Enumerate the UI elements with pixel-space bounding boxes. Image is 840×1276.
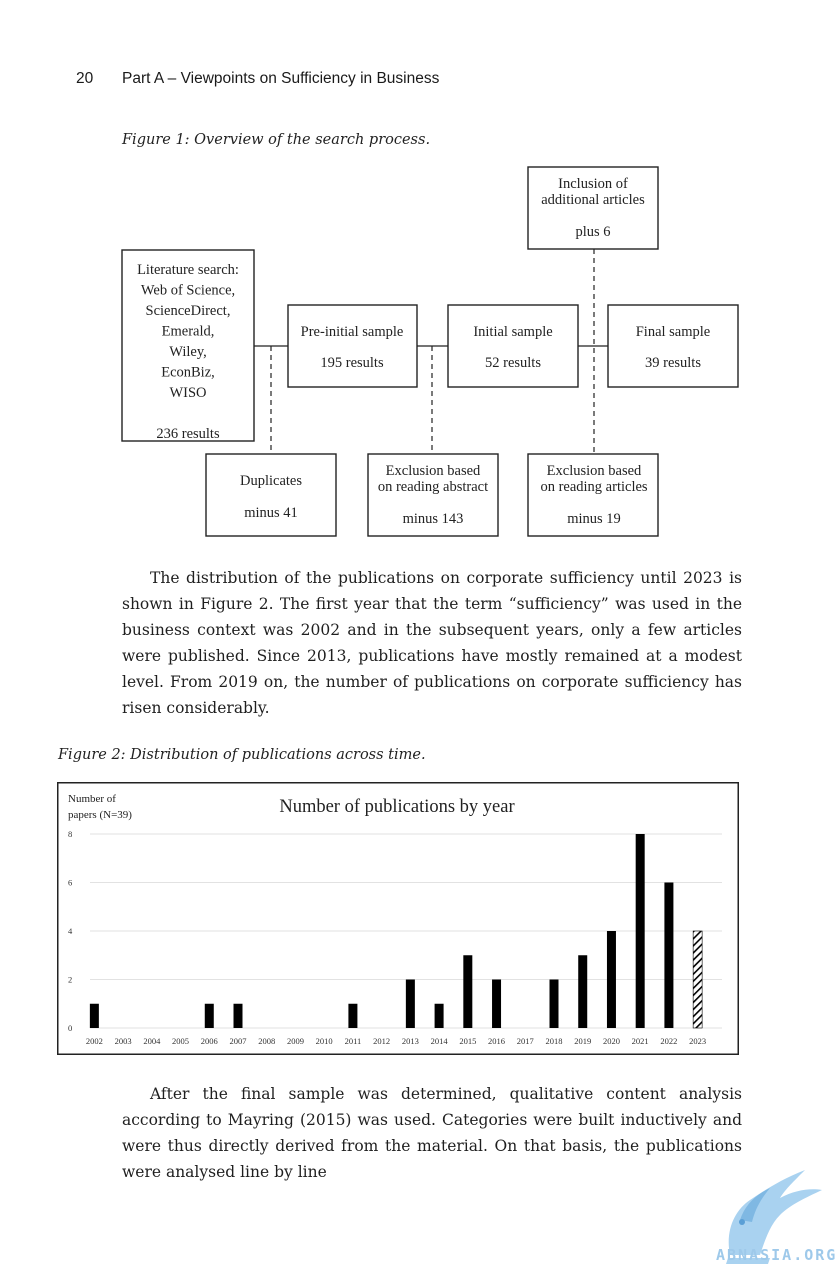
- paragraph-analysis: After the final sample was determined, q…: [122, 1081, 742, 1185]
- flowchart-text-literature-1: Web of Science,: [141, 283, 235, 299]
- flowchart-text-pre_initial-0: Pre-initial sample: [301, 324, 404, 340]
- bar-2021: [635, 834, 645, 1028]
- x-tick-label: 2012: [373, 1036, 390, 1046]
- x-tick-label: 2005: [172, 1036, 189, 1046]
- flowchart-text-final-2: 39 results: [645, 355, 701, 371]
- box-literature-search: Literature search: Web of Science, Science…: [121, 249, 255, 442]
- flowchart-text-duplicates-0: Duplicates: [240, 473, 302, 489]
- bar-2011: [348, 1003, 358, 1028]
- chart-title: Number of publications by year: [279, 797, 514, 817]
- x-tick-label: 2022: [660, 1036, 677, 1046]
- flowchart-text-literature-8: 236 results: [156, 426, 220, 442]
- flowchart-text-initial-0: Initial sample: [473, 324, 552, 340]
- flowchart-text-inclusion-3: plus 6: [575, 224, 610, 240]
- x-tick-label: 2014: [431, 1036, 449, 1046]
- paragraph-distribution: The distribution of the publications on …: [122, 565, 742, 721]
- flowchart-text-literature-6: WISO: [169, 385, 206, 401]
- y-tick-label: 2: [68, 975, 72, 985]
- x-tick-label: 2016: [488, 1036, 505, 1046]
- x-tick-label: 2002: [86, 1036, 103, 1046]
- box-pre-initial-sample: Pre-initial sample 195 results: [287, 304, 418, 388]
- y-axis-label-line-1: Number of: [68, 793, 116, 805]
- running-title: Part A – Viewpoints on Sufficiency in Bu…: [122, 70, 440, 87]
- bar-2019: [578, 955, 588, 1028]
- y-tick-label: 0: [68, 1023, 72, 1033]
- x-tick-label: 2003: [115, 1036, 132, 1046]
- x-tick-label: 2007: [230, 1036, 247, 1046]
- bar-2013: [405, 979, 415, 1028]
- x-tick-label: 2013: [402, 1036, 419, 1046]
- box-final-sample: Final sample 39 results: [607, 304, 739, 388]
- box-exclusion-articles: Exclusion based on reading articles minus …: [527, 453, 659, 537]
- paragraph-2-text: After the final sample was determined, q…: [122, 1085, 742, 1181]
- bar-2002: [89, 1003, 99, 1028]
- x-tick-label: 2021: [632, 1036, 649, 1046]
- y-axis-label-line-2: papers (N=39): [68, 809, 132, 821]
- flowchart-text-excl_articles-3: minus 19: [567, 511, 621, 527]
- flowchart-text-literature-0: Literature search:: [137, 262, 239, 278]
- bar-2023: [692, 930, 703, 1029]
- box-duplicates: Duplicates minus 41: [205, 453, 337, 537]
- x-tick-label: 2020: [603, 1036, 620, 1046]
- box-initial-sample: Initial sample 52 results: [447, 304, 579, 388]
- flowchart-text-excl_articles-1: on reading articles: [540, 479, 647, 495]
- watermark-text: ABNASIA.ORG: [716, 1246, 838, 1264]
- flowchart-text-pre_initial-2: 195 results: [320, 355, 384, 371]
- x-tick-label: 2009: [287, 1036, 304, 1046]
- bar-2018: [549, 979, 559, 1028]
- flowchart-text-inclusion-0: Inclusion of: [558, 176, 628, 192]
- flowchart-text-duplicates-2: minus 41: [244, 505, 298, 521]
- bar-2014: [434, 1003, 444, 1028]
- x-tick-label: 2006: [201, 1036, 218, 1046]
- x-tick-label: 2017: [517, 1036, 534, 1046]
- y-tick-label: 4: [68, 926, 73, 936]
- watermark-bird-logo: [726, 1170, 822, 1264]
- bar-2006: [204, 1003, 214, 1028]
- bar-2020: [606, 931, 616, 1028]
- flowchart-text-excl_abstract-3: minus 143: [403, 511, 464, 527]
- x-tick-label: 2019: [574, 1036, 591, 1046]
- chart-frame: [57, 782, 739, 1055]
- bar-2015: [463, 955, 473, 1028]
- x-tick-label: 2004: [143, 1036, 161, 1046]
- svg-text:Literature search:Web of Scien: Literature search: Web of Science, Science…: [137, 262, 239, 442]
- bar-2007: [233, 1003, 243, 1028]
- page-number: 20: [76, 70, 94, 87]
- bar-2016: [492, 979, 502, 1028]
- bar-2022: [664, 882, 674, 1028]
- publications-bar-chart: Number of publications by year Number of…: [57, 782, 739, 1055]
- flowchart-text-literature-2: ScienceDirect,: [146, 303, 231, 319]
- y-tick-label: 8: [68, 829, 72, 839]
- flowchart-text-literature-3: Emerald,: [162, 324, 215, 340]
- figure1-caption: Figure 1: Overview of the search process…: [122, 132, 431, 148]
- flowchart-text-final-0: Final sample: [636, 324, 711, 340]
- flowchart-text-literature-4: Wiley,: [169, 344, 207, 360]
- flowchart-text-excl_abstract-0: Exclusion based: [386, 463, 481, 479]
- x-tick-label: 2023: [689, 1036, 706, 1046]
- search-process-flowchart: Literature search: Web of Science, Science…: [121, 166, 739, 537]
- figure2-caption: Figure 2: Distribution of publications a…: [58, 747, 426, 763]
- x-tick-label: 2011: [345, 1036, 362, 1046]
- paragraph-1-text: The distribution of the publications on …: [122, 569, 742, 717]
- y-tick-label: 6: [68, 878, 72, 888]
- x-tick-label: 2015: [459, 1036, 476, 1046]
- flowchart-text-inclusion-1: additional articles: [541, 192, 645, 208]
- x-tick-label: 2018: [546, 1036, 563, 1046]
- box-exclusion-abstract: Exclusion based on reading abstract minus …: [367, 453, 499, 537]
- flowchart-text-excl_articles-0: Exclusion based: [547, 463, 642, 479]
- x-tick-label: 2010: [316, 1036, 333, 1046]
- box-inclusion-additional: Inclusion of additional articles plus 6: [527, 166, 659, 250]
- x-tick-label: 2008: [258, 1036, 275, 1046]
- flowchart-text-excl_abstract-1: on reading abstract: [378, 479, 488, 495]
- flowchart-text-literature-5: EconBiz,: [161, 365, 215, 381]
- flowchart-text-initial-2: 52 results: [485, 355, 541, 371]
